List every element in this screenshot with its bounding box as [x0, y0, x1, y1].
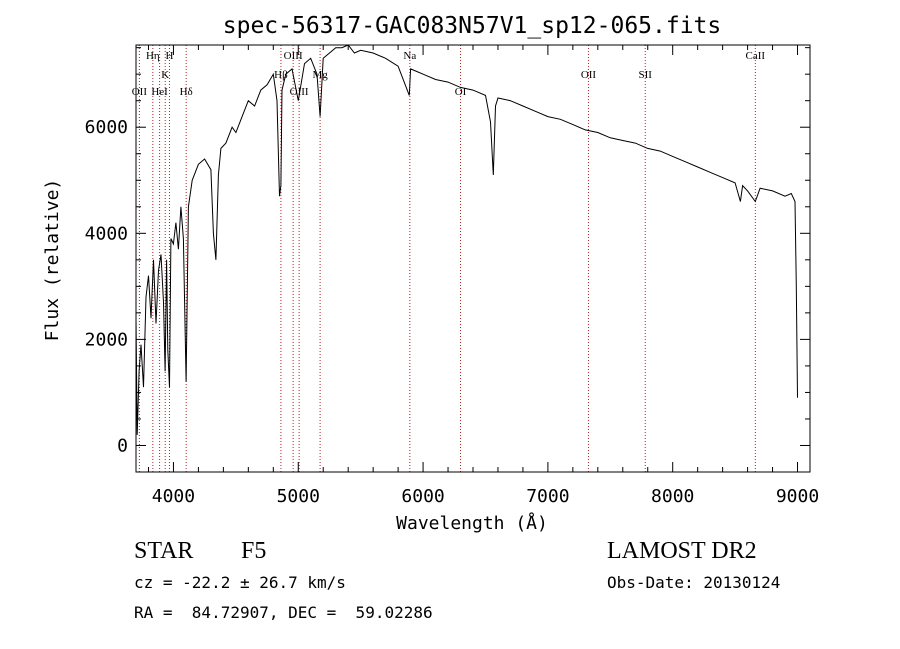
y-axis-label: Flux (relative)	[42, 179, 63, 342]
line-marker-label: Hδ	[180, 86, 193, 98]
survey-label: LAMOST DR2	[607, 538, 757, 564]
line-marker-label: OIII	[284, 50, 303, 62]
object-class: STAR	[134, 538, 194, 564]
x-axis-label: Wavelength (Å)	[396, 512, 548, 534]
redshift-text: cz = -22.2 ± 26.7 km/s	[134, 573, 346, 592]
y-tick-label: 6000	[85, 117, 128, 138]
object-subclass: F5	[241, 538, 267, 564]
x-tick-label: 8000	[651, 486, 694, 507]
chart-title: spec-56317-GAC083N57V1_sp12-065.fits	[223, 13, 722, 39]
y-tick-label: 0	[117, 435, 128, 456]
line-marker-label: SII	[639, 69, 653, 81]
line-marker-label: Mg	[312, 69, 328, 81]
line-marker-label: Hη	[146, 50, 160, 62]
spectrum-line	[135, 44, 798, 435]
line-marker-label: OII	[132, 86, 148, 98]
line-marker-label: H	[165, 50, 173, 62]
plot-frame	[135, 44, 811, 473]
x-tick-label: 6000	[401, 486, 444, 507]
line-marker-label: CaII	[746, 50, 766, 62]
coordinates-text: RA = 84.72907, DEC = 59.02286	[134, 603, 433, 622]
x-tick-label: 5000	[277, 486, 320, 507]
obs-date-text: Obs-Date: 20130124	[607, 573, 781, 592]
line-marker-label: K	[161, 69, 169, 81]
series-layer	[135, 44, 798, 435]
line-marker-label: OI	[455, 86, 467, 98]
x-tick-label: 9000	[776, 486, 819, 507]
line-marker-label: Na	[403, 50, 416, 62]
x-tick-label: 7000	[526, 486, 569, 507]
y-tick-label: 2000	[85, 329, 128, 350]
line-marker-label: HeI	[151, 86, 168, 98]
x-tick-label: 4000	[152, 486, 195, 507]
line-marker-label: OII	[581, 69, 597, 81]
y-tick-label: 4000	[85, 223, 128, 244]
axis-ticks: 4000 5000 6000 7000 8000 9000 0 2000 4000 6000	[85, 45, 819, 507]
